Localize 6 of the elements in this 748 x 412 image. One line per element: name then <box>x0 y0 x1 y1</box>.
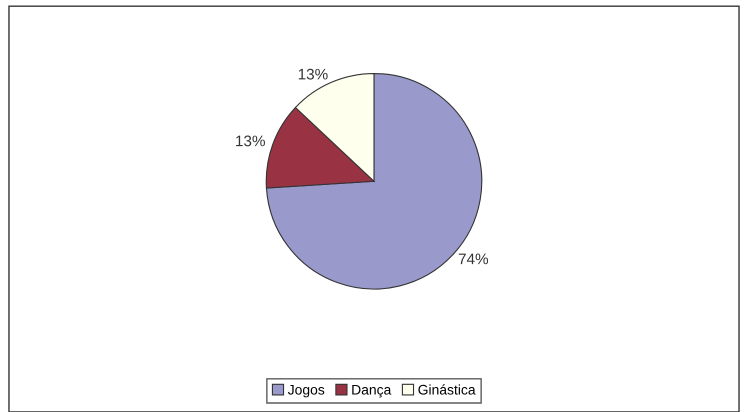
data-label: 13% <box>236 136 265 146</box>
data-label: 13% <box>298 68 328 80</box>
legend-label: Dança <box>352 384 392 398</box>
legend-label: Jogos <box>288 384 324 398</box>
data-label: 74% <box>458 254 488 264</box>
legend-label: Ginástica <box>418 384 476 395</box>
